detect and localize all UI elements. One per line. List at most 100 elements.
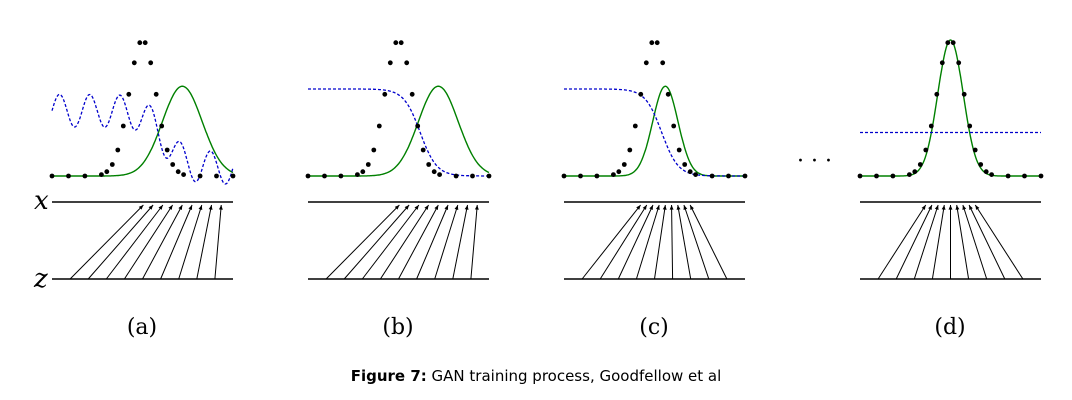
mapping-arrow — [895, 204, 933, 280]
data-point — [1005, 173, 1011, 179]
arrow-head — [683, 205, 688, 210]
data-point — [950, 40, 956, 46]
data-point — [164, 147, 170, 153]
mapping-arrow — [325, 204, 400, 280]
arrow-head — [676, 205, 681, 210]
mapping-arrow — [956, 204, 970, 280]
arrow-head — [975, 205, 980, 210]
data-point — [687, 169, 693, 175]
mapping-arrow — [160, 204, 193, 280]
mapping-arrow — [142, 204, 183, 280]
data-point — [175, 169, 181, 175]
data-point — [322, 173, 327, 179]
arrow-head — [649, 205, 653, 210]
data-point — [1022, 173, 1027, 179]
data-point — [967, 123, 973, 129]
arrow-head — [948, 205, 953, 210]
data-point — [682, 162, 688, 167]
arrow-head — [934, 205, 939, 210]
data-point — [1038, 173, 1044, 179]
data-point — [115, 147, 121, 153]
data-point — [99, 172, 104, 178]
arrow-head — [394, 205, 400, 210]
discriminator-curve — [308, 88, 489, 177]
mapping-arrow — [635, 204, 660, 280]
data-point — [742, 173, 748, 179]
data-point — [643, 60, 649, 66]
data-point — [181, 172, 187, 178]
data-point — [912, 169, 918, 175]
mapping-arrow — [416, 204, 449, 280]
data-point — [159, 123, 165, 129]
arrow-head — [138, 205, 144, 210]
mapping-arrow — [196, 204, 213, 280]
data-point — [338, 173, 344, 179]
data-point — [983, 169, 989, 175]
data-point — [371, 147, 377, 153]
data-point — [66, 173, 71, 179]
data-point — [49, 173, 55, 179]
arrow-head — [921, 205, 926, 210]
arrow-head — [474, 205, 479, 210]
data-point — [638, 91, 644, 97]
mapping-arrow — [654, 204, 666, 280]
data-point — [470, 173, 475, 179]
data-point — [360, 169, 366, 175]
data-point — [978, 162, 984, 167]
mapping-arrow — [913, 204, 939, 280]
discriminator-curve — [51, 93, 234, 185]
data-point — [393, 40, 399, 46]
generator-curve — [52, 85, 234, 177]
data-point — [594, 173, 600, 179]
arrow-head — [655, 205, 660, 210]
arrow-head — [208, 205, 213, 210]
mapping-arrow — [968, 204, 1006, 280]
arrow-head — [464, 205, 469, 210]
mapping-arrow — [87, 204, 154, 280]
data-point — [561, 173, 567, 179]
arrow-head — [158, 205, 163, 210]
data-point — [649, 40, 655, 46]
data-point — [627, 147, 633, 153]
data-point — [857, 173, 863, 179]
data-point — [611, 172, 616, 178]
data-point — [654, 40, 660, 46]
mapping-arrow — [123, 204, 174, 280]
data-point — [665, 91, 671, 97]
data-point — [415, 123, 421, 129]
figure-caption: Figure 7: GAN training process, Goodfell… — [0, 367, 1072, 385]
data-point — [153, 91, 159, 97]
data-point — [676, 147, 682, 153]
mapping-arrow — [617, 204, 654, 280]
data-point — [621, 162, 627, 167]
mapping-arrow — [962, 204, 988, 280]
arrow-head — [188, 205, 193, 210]
mapping-arrow — [683, 204, 710, 280]
panel-d-label: (d) — [934, 315, 965, 340]
data-point — [693, 172, 698, 178]
arrow-head — [414, 205, 419, 210]
data-point — [939, 60, 945, 66]
data-point — [917, 162, 923, 167]
arrow-head — [690, 205, 694, 210]
arrow-head — [941, 205, 946, 210]
arrow-head — [955, 205, 960, 210]
data-point — [486, 173, 492, 179]
arrow-head — [928, 205, 932, 210]
data-point — [376, 123, 382, 129]
data-point — [398, 40, 404, 46]
generator-curve — [308, 85, 490, 177]
caption-number: Figure 7: — [350, 367, 427, 385]
arrow-head — [454, 205, 459, 210]
data-point — [632, 123, 638, 129]
mapping-arrow — [931, 204, 945, 280]
data-point — [671, 123, 677, 129]
discriminator-curve — [564, 88, 745, 177]
panel-a — [49, 40, 236, 280]
data-point — [616, 169, 622, 175]
panel-b-label: (b) — [382, 315, 413, 340]
mapping-arrow — [434, 204, 459, 280]
data-point — [197, 173, 203, 179]
data-point — [426, 162, 432, 167]
mapping-arrow — [452, 204, 469, 280]
